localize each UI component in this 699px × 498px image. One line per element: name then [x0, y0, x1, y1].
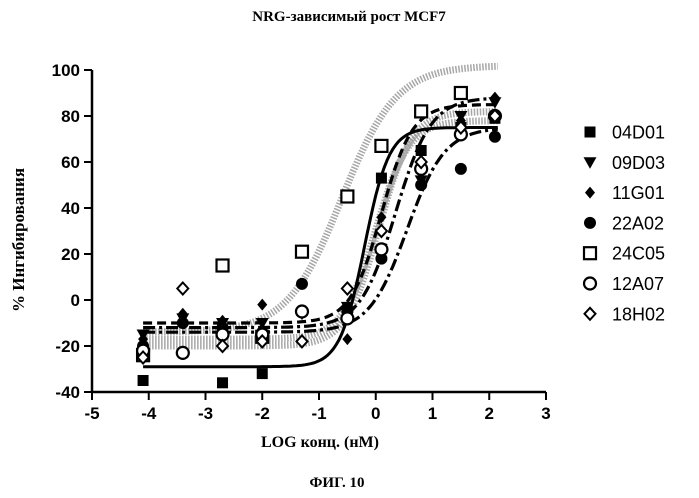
point-04d01: [217, 377, 228, 388]
point-24c05: [415, 105, 427, 117]
legend-marker-24c05: [584, 247, 596, 259]
fit-curve-12a07: [143, 121, 498, 339]
x-tick-label: 3: [541, 404, 550, 423]
legend-label-09d03: 09D03: [612, 153, 665, 173]
point-24c05: [455, 87, 467, 99]
point-11g01: [257, 299, 267, 311]
y-tick-label: 80: [61, 107, 80, 126]
point-24c05: [341, 191, 353, 203]
point-04d01: [257, 368, 268, 379]
y-tick-label: 60: [61, 153, 80, 172]
y-tick-label: 0: [71, 291, 80, 310]
point-12a07: [177, 347, 189, 359]
point-24c05: [296, 246, 308, 258]
y-tick-label: 40: [61, 199, 80, 218]
point-24c05: [375, 140, 387, 152]
point-18h02: [177, 283, 188, 295]
x-tick-label: 1: [428, 404, 437, 423]
point-22a02: [177, 317, 189, 329]
point-04d01: [376, 173, 387, 184]
legend: 04D01 09D03 11G01 22A02 24C05 12A07 18H02: [584, 123, 666, 325]
point-24c05: [217, 260, 229, 272]
legend-label-11g01: 11G01: [612, 183, 665, 203]
point-04d01: [138, 375, 149, 386]
legend-label-12a07: 12A07: [612, 274, 664, 294]
x-axis-label: LOG конц. (нМ): [261, 434, 379, 451]
point-12a07: [375, 243, 387, 255]
x-tick-label: 0: [371, 404, 380, 423]
legend-label-22a02: 22A02: [612, 213, 664, 233]
legend-marker-18h02: [585, 308, 596, 320]
y-tick-label: 20: [61, 245, 80, 264]
x-tick-label: -4: [141, 404, 157, 423]
y-axis-label: % Ингибирования: [9, 168, 28, 312]
fit-curve-24c05: [143, 66, 498, 332]
legend-marker-12a07: [584, 278, 596, 290]
chart-title: NRG-зависимый рост MCF7: [252, 9, 446, 25]
fit-curve-18h02: [143, 112, 498, 346]
legend-label-24c05: 24C05: [612, 244, 665, 264]
y-tick-label: 100: [52, 61, 80, 80]
y-tick-label: -20: [55, 337, 80, 356]
fit-curve-22a02: [143, 129, 498, 332]
legend-label-18h02: 18H02: [612, 304, 665, 324]
point-18h02: [342, 283, 353, 295]
point-22a02: [415, 179, 427, 191]
x-tick-label: -3: [198, 404, 213, 423]
point-22a02: [296, 278, 308, 290]
y-axis-ticks: 100 80 60 40 20 0 -20 -40: [52, 61, 92, 402]
legend-marker-11g01: [585, 187, 595, 199]
legend-marker-22a02: [584, 217, 596, 229]
point-22a02: [455, 163, 467, 175]
point-12a07: [296, 306, 308, 318]
point-11g01: [342, 333, 352, 345]
point-22a02: [489, 131, 501, 143]
legend-marker-09d03: [584, 157, 597, 169]
legend-label-04d01: 04D01: [612, 123, 665, 143]
legend-marker-04d01: [585, 127, 596, 138]
x-tick-label: -5: [84, 404, 99, 423]
fit-curve-11g01: [143, 105, 498, 323]
point-12a07: [341, 312, 353, 324]
fitted-curves: [143, 66, 498, 366]
x-tick-label: 2: [485, 404, 494, 423]
x-axis-ticks: -5 -4 -3 -2 -1 0 1 2 3: [84, 392, 550, 423]
figure-caption: ФИГ. 10: [310, 475, 365, 491]
x-tick-label: -2: [255, 404, 270, 423]
x-tick-label: -1: [311, 404, 326, 423]
fit-curve-09d03: [143, 98, 498, 327]
y-tick-label: -40: [55, 383, 80, 402]
